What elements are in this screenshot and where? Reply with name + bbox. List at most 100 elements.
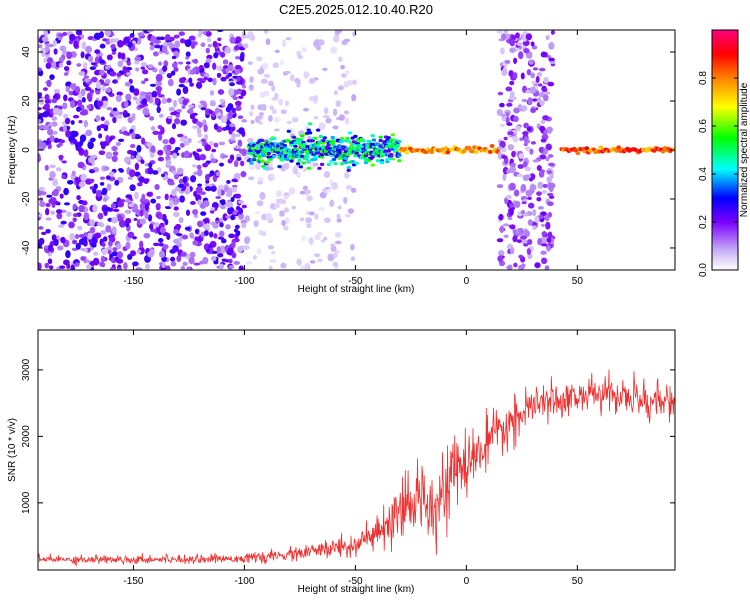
heatmap-cell bbox=[302, 185, 309, 191]
heatmap-cell bbox=[513, 189, 520, 197]
heatmap-cell bbox=[165, 150, 171, 156]
heatmap-cell bbox=[343, 157, 349, 161]
heatmap-cell bbox=[189, 82, 194, 87]
heatmap-cell bbox=[210, 185, 217, 192]
heatmap-cell bbox=[213, 123, 219, 131]
heatmap-cell bbox=[131, 113, 136, 121]
heatmap-cell bbox=[232, 186, 238, 193]
heatmap-cell bbox=[241, 204, 247, 209]
heatmap-cell bbox=[522, 174, 530, 182]
heatmap-cell bbox=[524, 212, 529, 217]
heatmap-cell bbox=[76, 195, 81, 201]
heatmap-cell bbox=[167, 41, 172, 46]
x-tick-label: -50 bbox=[348, 576, 363, 587]
heatmap-cell bbox=[141, 80, 146, 85]
heatmap-cell bbox=[329, 199, 335, 208]
x-tick-label: 50 bbox=[572, 576, 584, 587]
heatmap-cell bbox=[95, 115, 101, 122]
heatmap-cell bbox=[242, 43, 249, 49]
heatmap-cell bbox=[508, 70, 514, 77]
heatmap-cell bbox=[75, 86, 81, 94]
heatmap-cell bbox=[44, 262, 50, 269]
heatmap-cell bbox=[250, 104, 255, 111]
heatmap-cell bbox=[501, 68, 508, 77]
heatmap-cell bbox=[147, 167, 154, 175]
heatmap-cell bbox=[77, 161, 85, 169]
heatmap-cell bbox=[326, 162, 331, 167]
heatmap-cell bbox=[274, 92, 279, 100]
heatmap-cell bbox=[319, 153, 325, 157]
heatmap-cell bbox=[274, 49, 280, 53]
heatmap-cell bbox=[167, 115, 173, 119]
heatmap-cell bbox=[298, 138, 303, 142]
heatmap-cell bbox=[584, 146, 590, 151]
y-tick-label: 20 bbox=[21, 95, 32, 107]
heatmap-y-axis-label: Frequency (Hz) bbox=[7, 116, 18, 185]
heatmap-cell bbox=[228, 233, 235, 239]
heatmap-cell bbox=[205, 160, 211, 164]
heatmap-cell bbox=[244, 215, 251, 222]
heatmap-cell bbox=[354, 161, 359, 165]
heatmap-cell bbox=[173, 173, 180, 180]
heatmap-cell bbox=[252, 158, 257, 162]
heatmap-cell bbox=[338, 56, 343, 62]
heatmap-cell bbox=[162, 244, 169, 250]
heatmap-cell bbox=[378, 139, 383, 143]
heatmap-cell bbox=[38, 154, 41, 162]
heatmap-cell bbox=[386, 136, 391, 140]
heatmap-cell bbox=[222, 59, 229, 65]
heatmap-cell bbox=[229, 140, 236, 144]
heatmap-cell bbox=[548, 57, 555, 62]
heatmap-cell bbox=[537, 181, 544, 189]
heatmap-cell bbox=[523, 122, 529, 129]
heatmap-cell bbox=[332, 261, 339, 267]
heatmap-cell bbox=[220, 205, 226, 210]
heatmap-cell bbox=[219, 222, 224, 228]
heatmap-cell bbox=[337, 85, 344, 91]
heatmap-cell bbox=[235, 56, 240, 60]
heatmap-cell bbox=[178, 84, 185, 88]
heatmap-cell bbox=[154, 39, 161, 44]
heatmap-cell bbox=[227, 103, 234, 111]
heatmap-cell bbox=[529, 86, 536, 94]
heatmap-cell bbox=[545, 156, 550, 162]
heatmap-cell bbox=[132, 96, 138, 101]
heatmap-cell bbox=[536, 196, 542, 202]
heatmap-cell bbox=[299, 190, 306, 195]
heatmap-cell bbox=[70, 264, 75, 270]
heatmap-cell bbox=[112, 116, 117, 124]
heatmap-cell bbox=[527, 219, 533, 226]
heatmap-panel: -150 -100 -50 0 50 -40 -20 0 20 40 Height of str… bbox=[7, 29, 676, 295]
heatmap-cell bbox=[108, 240, 113, 247]
heatmap-cell bbox=[63, 94, 68, 102]
heatmap-cell bbox=[227, 64, 234, 72]
heatmap-cell bbox=[507, 131, 514, 136]
heatmap-cell bbox=[104, 65, 111, 70]
heatmap-cell bbox=[179, 137, 187, 142]
heatmap-cell bbox=[69, 233, 76, 241]
heatmap-cell bbox=[523, 47, 530, 54]
heatmap-cell bbox=[158, 250, 166, 258]
heatmap-cell bbox=[133, 88, 140, 96]
heatmap-cell bbox=[520, 72, 525, 80]
heatmap-cell bbox=[532, 208, 537, 217]
snr-x-axis: -150 -100 -50 0 50 bbox=[123, 330, 583, 587]
heatmap-cell bbox=[45, 44, 50, 53]
heatmap-cell bbox=[283, 195, 289, 200]
heatmap-cell bbox=[222, 213, 228, 222]
heatmap-cell bbox=[96, 125, 102, 132]
heatmap-cell bbox=[103, 166, 110, 171]
heatmap-cell bbox=[209, 231, 214, 238]
heatmap-cell bbox=[154, 222, 160, 228]
heatmap-cell bbox=[206, 187, 212, 192]
colorbar-tick-label: 0.8 bbox=[698, 71, 709, 85]
heatmap-cell bbox=[616, 145, 621, 150]
heatmap-cell bbox=[124, 156, 131, 164]
heatmap-cell bbox=[299, 150, 305, 154]
heatmap-cell bbox=[233, 45, 240, 51]
heatmap-cell bbox=[111, 145, 118, 152]
heatmap-cell bbox=[152, 51, 159, 57]
heatmap-cell bbox=[537, 83, 543, 87]
heatmap-cell bbox=[189, 251, 196, 258]
heatmap-cell bbox=[171, 189, 177, 197]
